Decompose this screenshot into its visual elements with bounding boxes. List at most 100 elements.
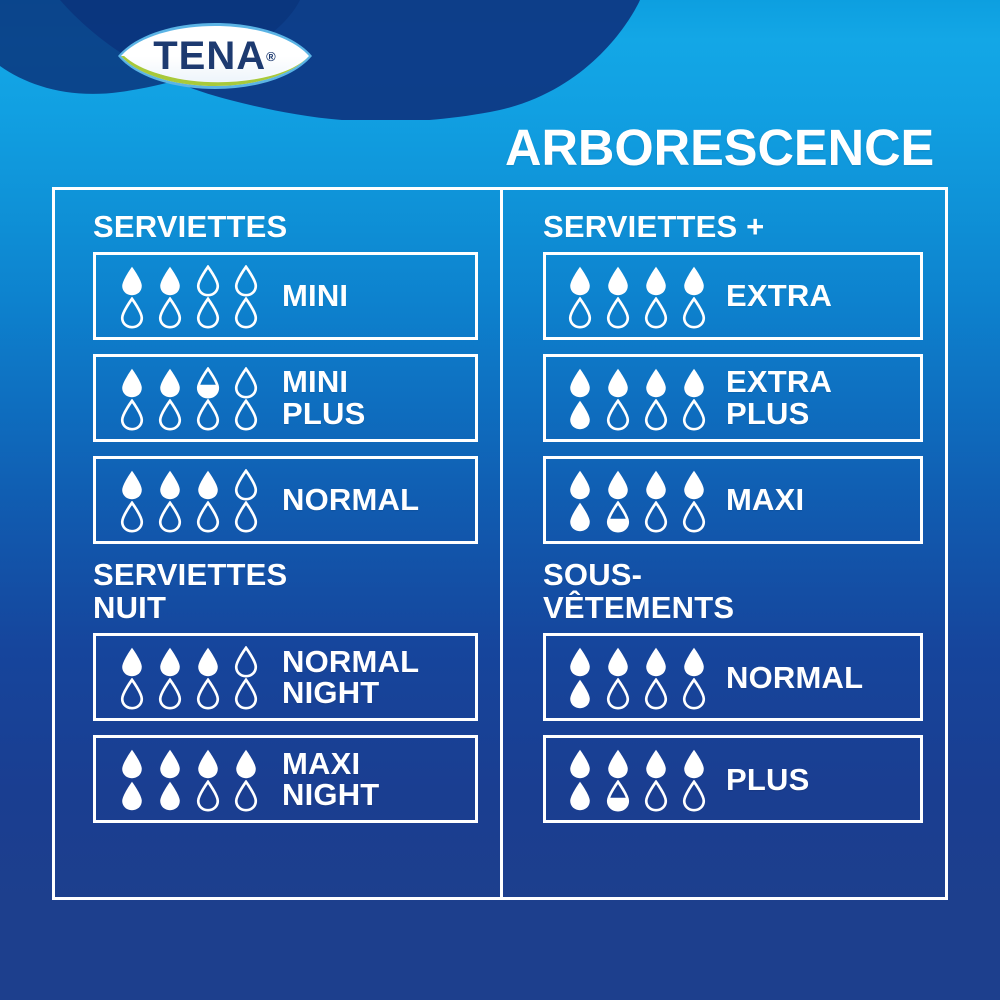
drop-empty <box>194 399 222 431</box>
drop-full-icon <box>122 368 142 398</box>
drop-full <box>566 265 594 297</box>
drop-empty <box>604 678 632 711</box>
drop-full-icon <box>570 680 590 709</box>
product-item-label: NORMAL <box>726 659 864 695</box>
drop-full <box>680 646 708 678</box>
drop-full <box>604 469 632 501</box>
product-group-title: SERVIETTES + <box>543 209 765 244</box>
drop-half <box>604 780 632 813</box>
product-item[interactable]: MAXI NIGHT <box>93 735 478 824</box>
drop-full <box>156 646 184 678</box>
absorbency-drop-grid <box>118 748 264 813</box>
drop-full-icon <box>122 470 142 500</box>
drop-full-icon <box>646 266 666 296</box>
drop-empty <box>118 399 146 431</box>
drop-full <box>194 748 222 780</box>
drop-empty <box>232 265 260 297</box>
drop-full <box>566 399 594 431</box>
drop-full-icon <box>570 750 590 779</box>
drop-full-icon <box>198 750 218 779</box>
drop-empty-icon <box>606 399 630 431</box>
product-item-label: MAXI <box>726 482 805 518</box>
drop-full <box>566 748 594 780</box>
drop-empty-icon <box>234 501 258 533</box>
drop-full <box>194 646 222 678</box>
drop-empty <box>680 678 708 711</box>
drop-empty <box>156 297 184 329</box>
drop-full <box>680 469 708 501</box>
product-item[interactable]: NORMAL <box>93 456 478 545</box>
drop-full <box>604 367 632 399</box>
drop-empty-icon <box>196 399 220 431</box>
drop-full-icon <box>122 782 142 811</box>
drop-half-icon <box>606 780 630 813</box>
drop-empty-icon <box>158 501 182 533</box>
drop-empty-icon <box>682 780 706 813</box>
tena-wordmark-text: TENA <box>153 33 267 78</box>
drop-empty-icon <box>120 678 144 711</box>
product-group: SERVIETTES MINI MINI PLUS NORMAL <box>93 209 478 545</box>
absorbency-drop-grid <box>118 367 264 431</box>
drop-empty <box>156 501 184 533</box>
drop-full-icon <box>198 470 218 500</box>
drop-empty-icon <box>644 399 668 431</box>
drop-full-icon <box>608 470 628 500</box>
product-item[interactable]: EXTRA PLUS <box>543 354 923 443</box>
drop-full-icon <box>684 266 704 296</box>
drop-empty <box>642 297 670 329</box>
drop-empty-icon <box>158 297 182 329</box>
drop-empty <box>232 399 260 431</box>
drop-empty <box>232 678 260 711</box>
drop-empty-icon <box>644 297 668 329</box>
drop-empty-icon <box>234 399 258 431</box>
product-item[interactable]: MINI <box>93 252 478 341</box>
drop-full-icon <box>646 750 666 779</box>
product-item[interactable]: NORMAL <box>543 633 923 722</box>
product-group: SERVIETTES + EXTRA EXTRA PLUS MAXI <box>543 209 923 545</box>
drop-empty <box>232 780 260 813</box>
drop-full-icon <box>160 266 180 296</box>
drop-empty-icon <box>234 469 258 501</box>
drop-empty <box>604 297 632 329</box>
product-item[interactable]: MAXI <box>543 456 923 545</box>
absorbency-drop-grid <box>566 367 712 431</box>
drop-empty-icon <box>682 297 706 329</box>
drop-empty-icon <box>234 780 258 813</box>
drop-full-icon <box>570 266 590 296</box>
drop-empty <box>156 399 184 431</box>
drop-full <box>118 748 146 780</box>
drop-full-icon <box>684 470 704 500</box>
drop-empty-icon <box>158 678 182 711</box>
drop-empty <box>642 399 670 431</box>
drop-empty <box>118 297 146 329</box>
product-item[interactable]: MINI PLUS <box>93 354 478 443</box>
product-item[interactable]: NORMAL NIGHT <box>93 633 478 722</box>
drop-empty-icon <box>120 399 144 431</box>
drop-full-icon <box>646 648 666 677</box>
column-right: SERVIETTES + EXTRA EXTRA PLUS MAXI SOUS- VÊT… <box>500 190 945 897</box>
drop-empty <box>232 469 260 501</box>
drop-full <box>642 367 670 399</box>
drop-half-icon <box>196 367 220 399</box>
drop-empty-icon <box>644 501 668 533</box>
drop-empty <box>642 501 670 533</box>
drop-full <box>642 469 670 501</box>
drop-empty <box>118 678 146 711</box>
product-item[interactable]: EXTRA <box>543 252 923 341</box>
tena-eye-logo-icon <box>118 23 312 89</box>
drop-full-icon <box>684 368 704 398</box>
drop-full <box>642 646 670 678</box>
drop-empty-icon <box>196 265 220 297</box>
drop-full <box>118 780 146 812</box>
product-group-title: SERVIETTES <box>93 209 288 244</box>
product-item-label: NORMAL NIGHT <box>282 643 420 711</box>
drop-empty <box>232 501 260 533</box>
drop-full <box>604 646 632 678</box>
drop-empty <box>604 399 632 431</box>
absorbency-drop-grid <box>566 469 712 533</box>
drop-empty-icon <box>120 297 144 329</box>
drop-empty-icon <box>234 297 258 329</box>
drop-empty-icon <box>196 780 220 813</box>
drop-full-icon <box>570 470 590 500</box>
product-item[interactable]: PLUS <box>543 735 923 824</box>
